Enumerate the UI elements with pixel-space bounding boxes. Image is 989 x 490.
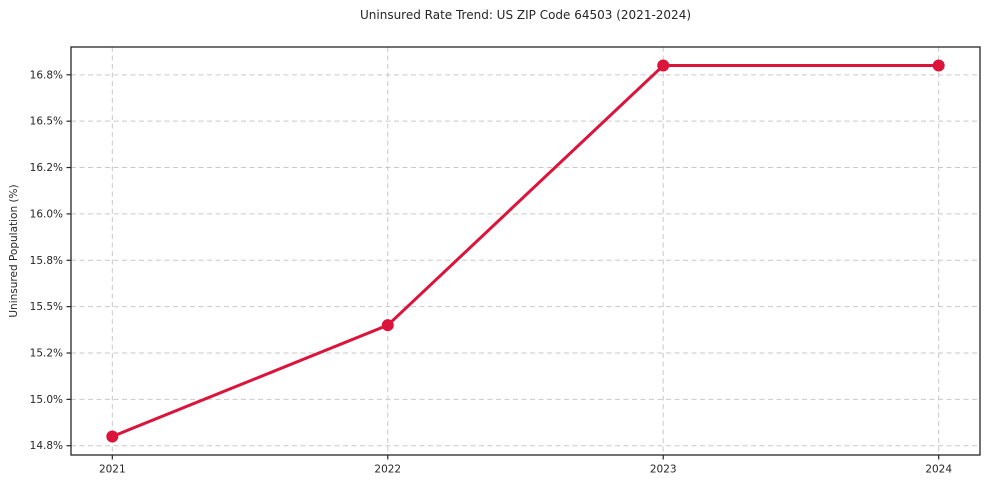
y-tick-label: 16.2%	[30, 162, 63, 174]
y-tick-label: 15.5%	[30, 301, 63, 313]
trend-line	[110, 64, 941, 438]
y-tick-label: 15.8%	[30, 255, 63, 267]
y-tick-label: 15.2%	[30, 348, 63, 360]
x-tick-label: 2024	[925, 464, 952, 476]
x-tick-label: 2022	[374, 464, 401, 476]
data-point	[657, 59, 670, 72]
x-tick-label: 2021	[99, 464, 126, 476]
x-tick-label: 2023	[650, 464, 677, 476]
data-point	[106, 430, 119, 443]
y-tick-label: 16.8%	[30, 69, 63, 81]
y-tick-label: 14.8%	[30, 440, 63, 452]
y-tick-label: 16.0%	[30, 208, 63, 220]
y-tick-label: 15.0%	[30, 394, 63, 406]
y-tick-label: 16.5%	[30, 116, 63, 128]
chart-title: Uninsured Rate Trend: US ZIP Code 64503 …	[359, 8, 692, 22]
plot-border	[70, 46, 981, 456]
data-point	[381, 319, 394, 332]
data-point	[932, 59, 945, 72]
